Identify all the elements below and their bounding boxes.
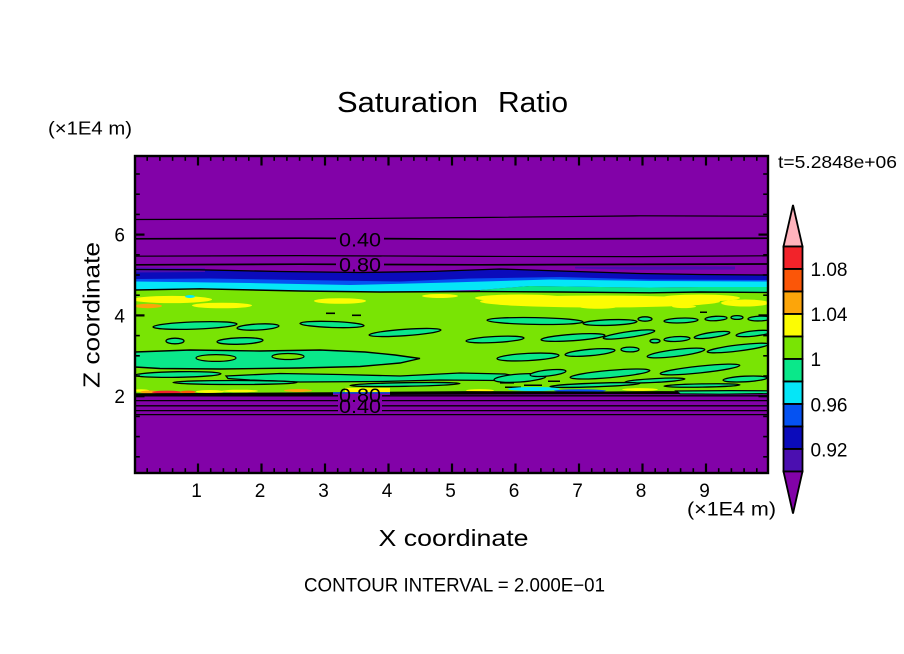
svg-text:1: 1 [811,350,822,371]
svg-text:0.92: 0.92 [811,441,848,462]
svg-text:8: 8 [636,481,647,502]
svg-text:4: 4 [114,307,125,328]
svg-text:2: 2 [114,387,125,408]
svg-text:1.08: 1.08 [811,260,848,281]
svg-text:9: 9 [699,481,710,502]
svg-text:6: 6 [114,225,125,246]
svg-text:4: 4 [382,481,393,502]
svg-text:(×1E4 m): (×1E4 m) [687,500,776,521]
svg-text:(×1E4 m): (×1E4 m) [48,118,132,139]
svg-text:0.96: 0.96 [811,396,848,417]
svg-text:6: 6 [509,481,520,502]
svg-text:Z coordinate: Z coordinate [79,242,105,388]
svg-text:0.40: 0.40 [339,230,381,252]
svg-text:7: 7 [572,481,583,502]
svg-text:2: 2 [255,481,266,502]
svg-text:0.40: 0.40 [339,396,381,418]
svg-text:t=5.2848e+06: t=5.2848e+06 [778,152,897,172]
svg-text:0.80: 0.80 [339,255,381,277]
svg-text:X coordinate: X coordinate [379,525,529,551]
svg-text:3: 3 [318,481,329,502]
svg-text:CONTOUR INTERVAL = 2.000E−01: CONTOUR INTERVAL = 2.000E−01 [304,575,605,596]
svg-text:1.04: 1.04 [811,305,848,326]
svg-text:1: 1 [191,481,202,502]
svg-text:0.80: 0.80 [339,385,381,407]
svg-text:5: 5 [445,481,456,502]
svg-text:Ratio: Ratio [498,87,568,119]
svg-text:Saturation: Saturation [337,87,478,119]
